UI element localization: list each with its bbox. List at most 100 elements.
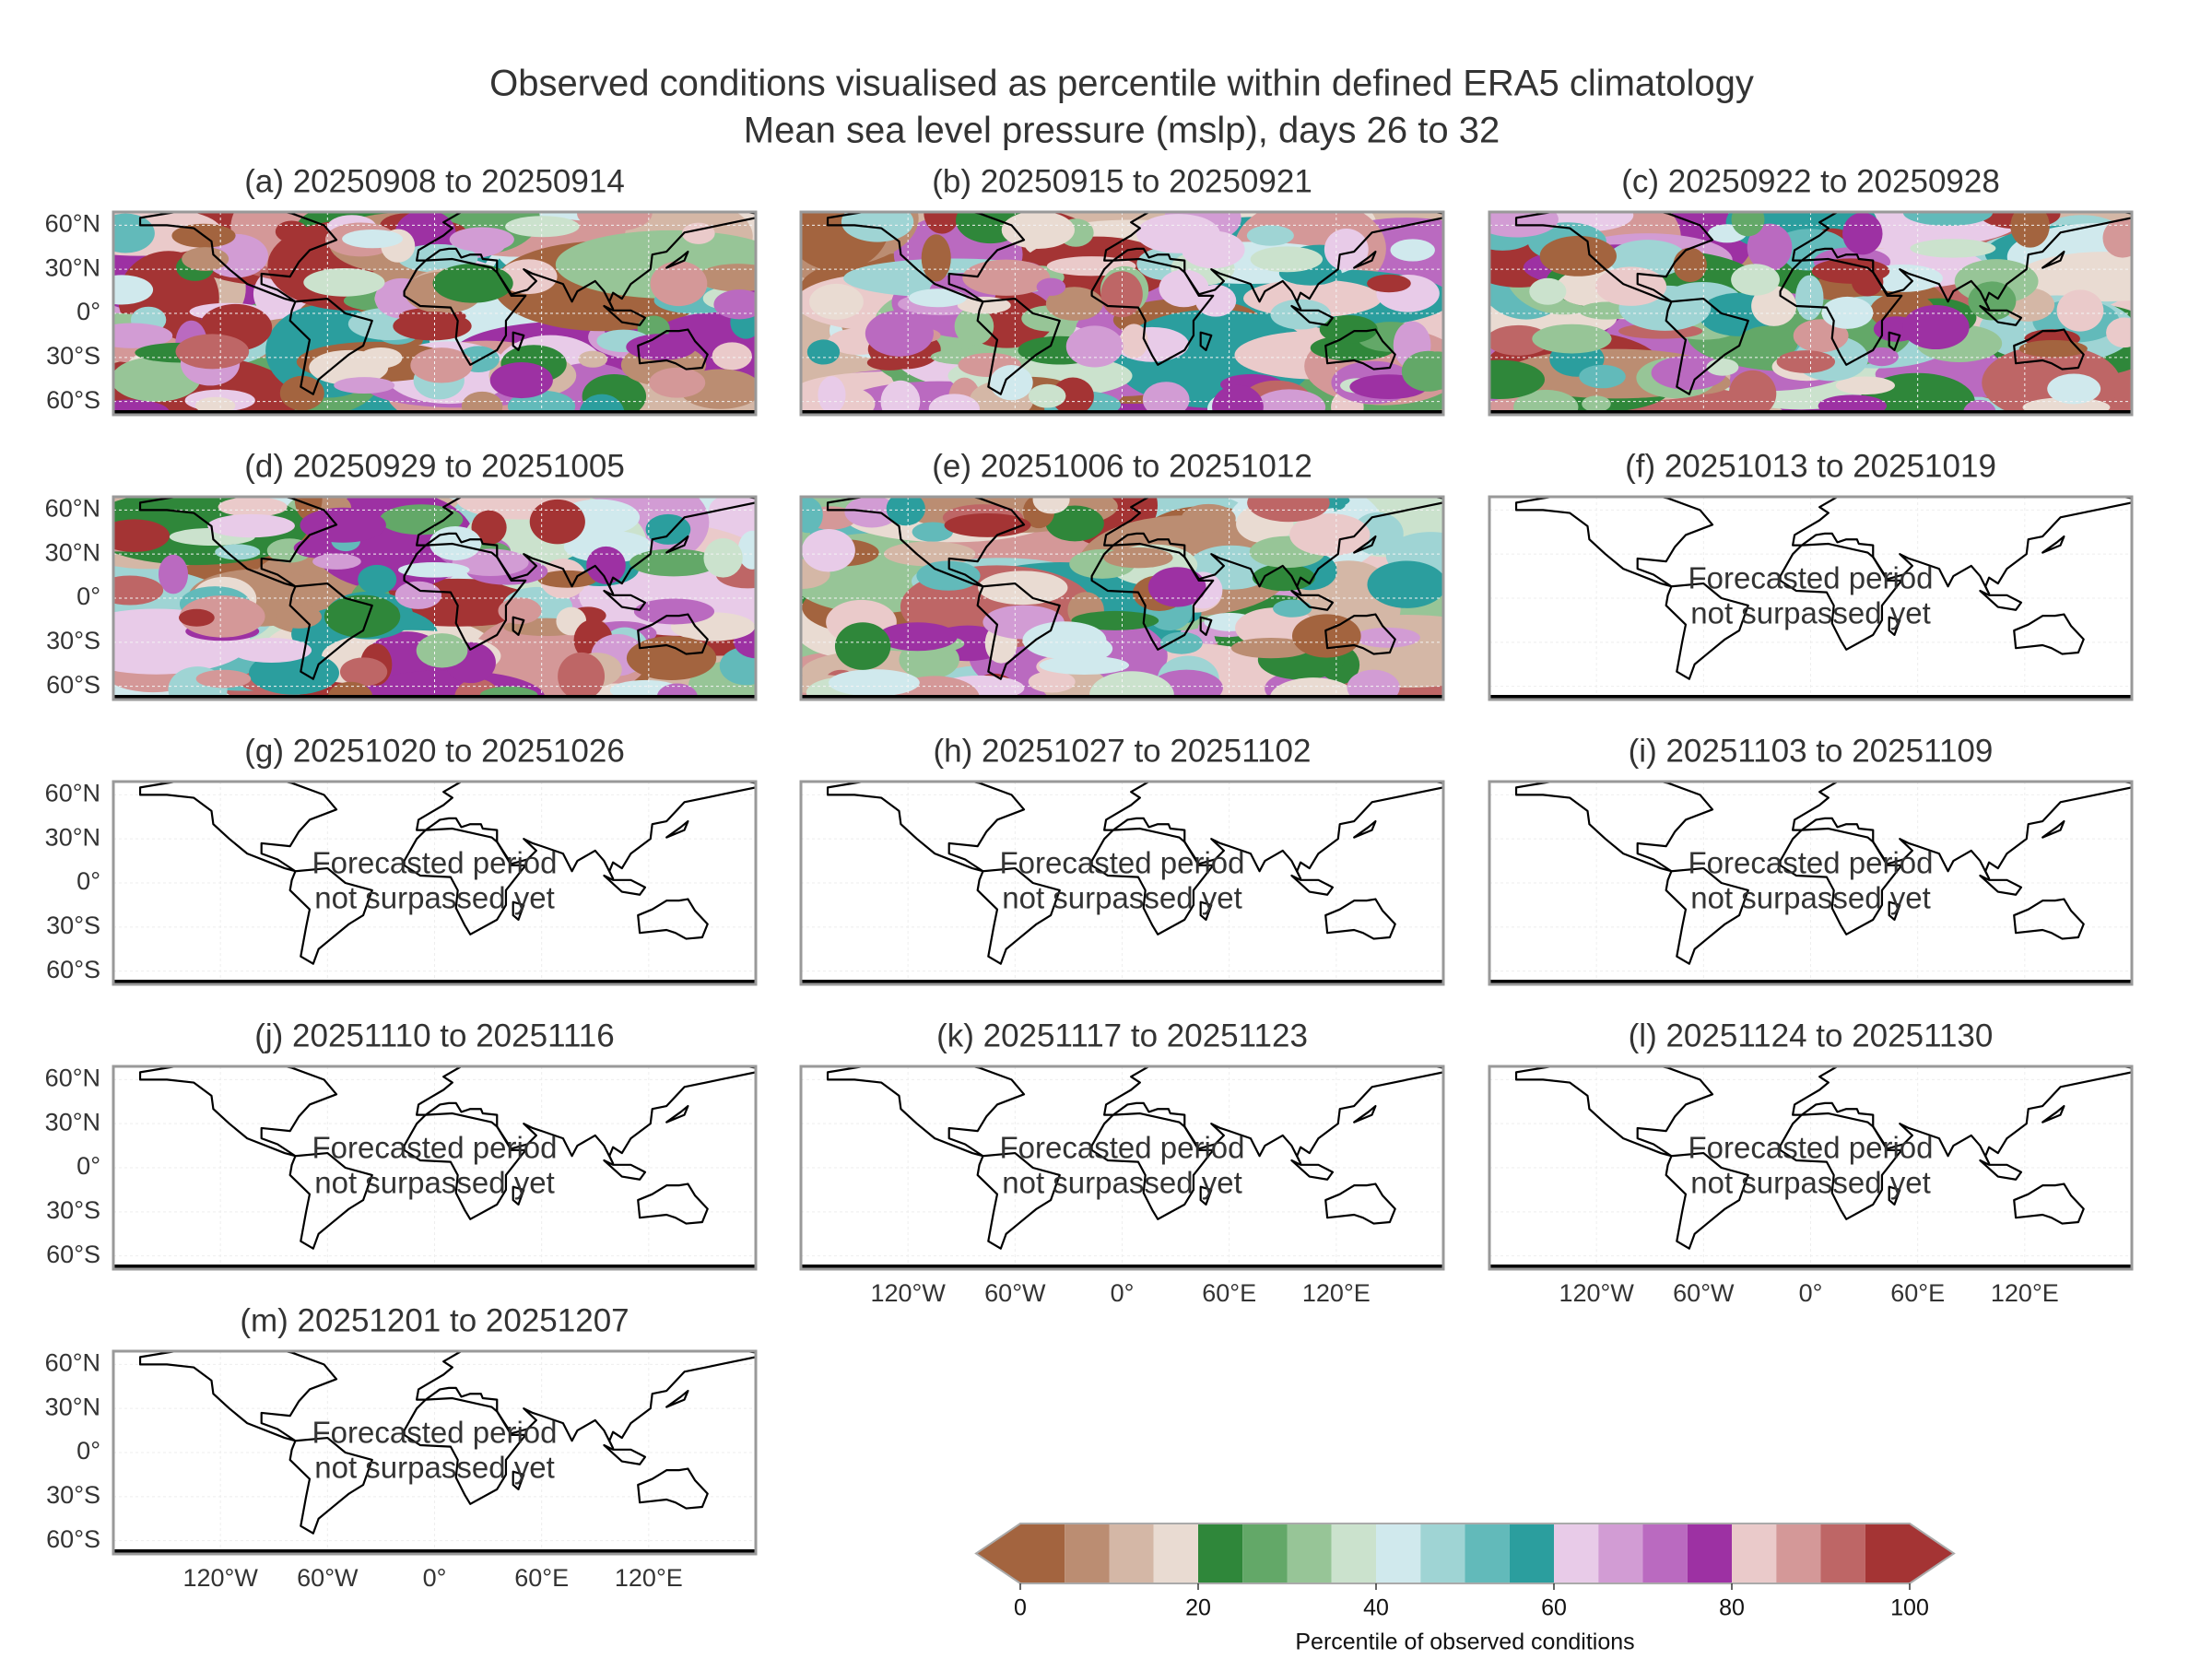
lat-tick-label: 0° <box>76 1152 100 1180</box>
coastline <box>288 1151 373 1250</box>
field-patch <box>461 391 503 415</box>
lat-tick-label: 30°S <box>46 342 100 370</box>
panel-frame <box>112 210 758 417</box>
field-patch <box>1142 382 1190 415</box>
field-patch <box>924 212 960 234</box>
field-patch <box>1673 247 1707 283</box>
antarctica-edge <box>801 695 1443 700</box>
coastline <box>976 582 1061 680</box>
coastline <box>2013 1182 2085 1225</box>
lat-tick-label: 30°N <box>45 823 100 851</box>
field-patch <box>113 213 155 253</box>
panel-title: (f) 20251013 to 20251019 <box>1625 448 1996 484</box>
field-patch <box>629 548 718 577</box>
coastline <box>1779 257 1903 366</box>
lon-tick-label: 60°W <box>1673 1279 1735 1307</box>
coastline <box>2013 898 2085 940</box>
field-patch <box>113 275 154 305</box>
field-patch <box>633 598 715 625</box>
lat-tick-label: 30°S <box>46 627 100 654</box>
colorbar-bin <box>1020 1524 1065 1583</box>
field-patch <box>1818 394 1888 415</box>
antarctica-edge <box>113 980 756 984</box>
panel-title: (k) 20251117 to 20251123 <box>936 1018 1308 1053</box>
field-patch <box>1706 359 1739 376</box>
coastline <box>1290 589 1335 611</box>
coastline <box>826 1066 1026 1158</box>
coastline <box>1353 535 1377 554</box>
coastline <box>512 900 525 921</box>
status-text: not surpassed yet <box>314 1166 555 1200</box>
lat-tick-label: 60°S <box>46 386 100 414</box>
lat-tick-label: 60°N <box>45 1064 100 1091</box>
antarctica-edge <box>1489 980 2132 984</box>
coastline <box>1514 212 1714 303</box>
map-area <box>113 782 756 984</box>
coastline <box>288 297 373 395</box>
field-patch <box>1582 395 1611 413</box>
coastline <box>288 866 373 965</box>
coastline <box>1199 900 1213 921</box>
field-patch <box>1071 610 1159 630</box>
antarctica-edge <box>113 1265 756 1269</box>
field-patch <box>649 367 706 398</box>
lon-tick-label: 0° <box>1799 1279 1823 1307</box>
status-text: not surpassed yet <box>1690 596 1931 630</box>
lon-tick-label: 120°E <box>1991 1279 2059 1307</box>
coastline <box>1665 866 1749 965</box>
colorbar-label: Percentile of observed conditions <box>1295 1630 1634 1655</box>
panel-title: (d) 20250929 to 20251005 <box>244 448 625 484</box>
field-patch <box>505 216 580 238</box>
field-patch <box>1289 513 1371 557</box>
colorbar-bin <box>1287 1524 1332 1583</box>
coastline <box>1779 827 1903 935</box>
panel-frame <box>112 1065 758 1271</box>
field-patch <box>1539 235 1617 276</box>
colorbar-bin <box>1465 1524 1510 1583</box>
colorbar-bin <box>1554 1524 1599 1583</box>
panel-title: (l) 20251124 to 20251130 <box>1629 1018 1994 1053</box>
field-patch <box>312 553 361 570</box>
lat-tick-label: 60°S <box>46 671 100 699</box>
field-patch <box>1100 271 1143 318</box>
coastline <box>1103 497 1443 595</box>
field-patch <box>230 638 312 664</box>
field-patch <box>1250 246 1324 273</box>
field-patch <box>1776 350 1836 373</box>
field-patch <box>2010 212 2050 248</box>
field-patch <box>2106 317 2132 348</box>
panel-frame <box>799 210 1445 417</box>
coastline <box>288 582 373 680</box>
field-patch <box>801 497 823 534</box>
field-patch <box>1032 497 1070 514</box>
field-patch <box>195 669 252 688</box>
field-patch <box>1728 370 1777 415</box>
field-patch <box>529 499 585 545</box>
colorbar-bin <box>1065 1524 1110 1583</box>
field-patch <box>1135 214 1220 253</box>
coastline <box>1779 1112 1903 1220</box>
colorbar-tick-label: 40 <box>1363 1595 1389 1621</box>
coastline <box>603 304 647 326</box>
antarctica-edge <box>1489 695 2132 700</box>
colorbar-bin <box>1420 1524 1465 1583</box>
panel-frame <box>1488 495 2134 701</box>
field-patch <box>182 247 229 271</box>
field-patch <box>877 622 958 652</box>
colorbar-bin <box>1687 1524 1732 1583</box>
field-patch <box>429 525 482 561</box>
coastline <box>1779 542 1903 651</box>
field-patch <box>1910 239 1996 258</box>
colorbar-bin <box>1732 1524 1777 1583</box>
field-patch <box>275 220 309 243</box>
colorbar-tick-label: 60 <box>1541 1595 1567 1621</box>
field-patch <box>342 229 404 249</box>
coastline <box>637 613 709 655</box>
field-patch <box>398 562 470 578</box>
field-patch <box>175 334 250 370</box>
